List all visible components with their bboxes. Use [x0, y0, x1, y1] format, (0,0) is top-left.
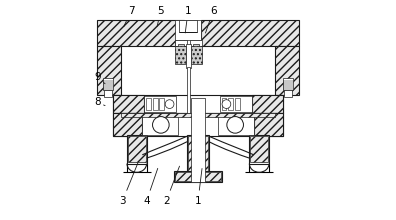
- Bar: [235, 98, 240, 110]
- Circle shape: [152, 117, 169, 133]
- Bar: [187, 67, 190, 113]
- Bar: [142, 114, 178, 135]
- Bar: [283, 78, 293, 90]
- Bar: [249, 135, 269, 163]
- Bar: [174, 171, 222, 182]
- Bar: [192, 44, 199, 49]
- Text: 1: 1: [185, 6, 192, 33]
- Bar: [179, 20, 197, 32]
- Bar: [222, 98, 227, 110]
- Bar: [97, 46, 122, 95]
- Bar: [175, 46, 186, 64]
- Text: 7: 7: [124, 6, 135, 27]
- Bar: [128, 136, 146, 162]
- Bar: [113, 113, 283, 136]
- Bar: [187, 135, 209, 172]
- Bar: [201, 20, 299, 46]
- Bar: [97, 20, 184, 46]
- Bar: [127, 135, 147, 163]
- Bar: [159, 98, 164, 110]
- Text: 8: 8: [94, 97, 105, 107]
- Bar: [145, 96, 176, 112]
- Bar: [251, 95, 283, 113]
- Bar: [228, 98, 233, 110]
- Bar: [175, 20, 201, 40]
- Bar: [190, 40, 202, 46]
- Text: 3: 3: [119, 163, 138, 206]
- Bar: [122, 113, 274, 117]
- Bar: [191, 98, 205, 182]
- Bar: [175, 40, 187, 46]
- Text: 1: 1: [195, 169, 202, 206]
- Bar: [191, 46, 202, 64]
- Text: 5: 5: [157, 6, 164, 26]
- Bar: [146, 98, 151, 110]
- Bar: [218, 114, 254, 135]
- Bar: [175, 172, 221, 181]
- Text: 6: 6: [206, 6, 217, 33]
- Circle shape: [227, 117, 244, 133]
- Bar: [220, 96, 251, 112]
- Text: 4: 4: [143, 168, 158, 206]
- Bar: [284, 90, 292, 97]
- Text: 9: 9: [94, 72, 105, 84]
- Bar: [186, 44, 191, 68]
- Bar: [153, 98, 158, 110]
- Bar: [254, 113, 283, 136]
- Bar: [113, 113, 142, 136]
- Bar: [274, 46, 299, 95]
- Bar: [103, 78, 113, 90]
- Bar: [188, 136, 208, 171]
- Bar: [250, 136, 268, 162]
- Circle shape: [222, 100, 231, 108]
- Bar: [113, 95, 145, 113]
- Bar: [113, 95, 283, 113]
- Circle shape: [165, 100, 174, 108]
- Bar: [104, 90, 112, 97]
- Text: 2: 2: [163, 166, 179, 206]
- Bar: [178, 44, 184, 49]
